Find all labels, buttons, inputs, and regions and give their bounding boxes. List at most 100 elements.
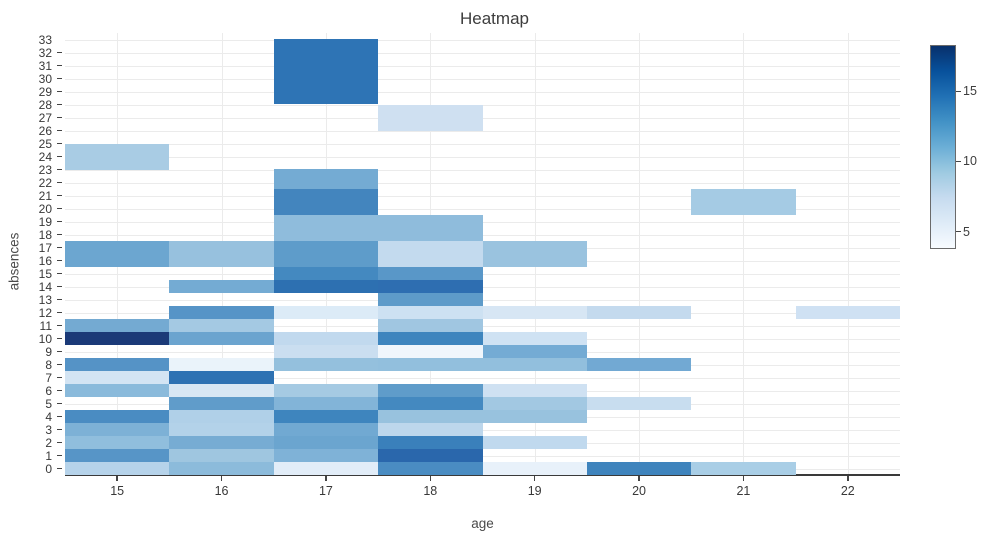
heatmap-cell bbox=[169, 436, 274, 449]
y-tick-label: 28 bbox=[38, 97, 52, 112]
heatmap-cell bbox=[273, 189, 379, 215]
heatmap-cell bbox=[482, 397, 587, 410]
y-tick-label: 30 bbox=[38, 71, 52, 86]
y-tick-label: 8 bbox=[45, 357, 52, 372]
y-tick-mark bbox=[57, 389, 62, 392]
h-gridline bbox=[65, 117, 900, 119]
y-tick-label: 21 bbox=[38, 188, 52, 203]
h-gridline bbox=[65, 221, 900, 223]
h-gridline bbox=[65, 182, 900, 184]
y-tick-label: 32 bbox=[38, 45, 52, 60]
x-tick-label: 17 bbox=[318, 484, 333, 498]
heatmap-cell bbox=[169, 358, 274, 371]
y-tick-mark bbox=[57, 376, 62, 379]
y-tick-label: 11 bbox=[39, 318, 52, 333]
heatmap-cell bbox=[273, 397, 379, 410]
v-gridline bbox=[639, 33, 641, 475]
y-tick-label: 22 bbox=[38, 175, 52, 190]
y-tick-label: 25 bbox=[38, 136, 52, 151]
x-tick-mark bbox=[220, 475, 223, 481]
h-gridline bbox=[65, 195, 900, 197]
x-tick-label: 16 bbox=[214, 484, 229, 498]
y-tick-mark bbox=[57, 402, 62, 405]
x-tick-mark bbox=[847, 475, 849, 481]
h-gridline bbox=[65, 65, 900, 67]
v-gridline bbox=[847, 33, 849, 475]
colorbar-tick-label: 5 bbox=[963, 224, 970, 239]
heatmap-cell bbox=[65, 143, 170, 170]
y-tick-mark bbox=[57, 90, 62, 93]
heatmap-cell bbox=[586, 397, 692, 410]
heatmap-cell bbox=[65, 410, 170, 423]
heatmap-cell bbox=[273, 410, 379, 423]
heatmap-cell bbox=[273, 384, 379, 397]
y-tick-mark bbox=[57, 207, 62, 210]
y-tick-label: 20 bbox=[38, 201, 52, 216]
x-tick-label: 15 bbox=[110, 484, 125, 498]
y-tick-mark bbox=[57, 311, 62, 314]
heatmap-cell bbox=[65, 241, 170, 267]
h-gridline bbox=[65, 208, 900, 210]
y-tick-label: 10 bbox=[38, 331, 52, 346]
y-tick-mark bbox=[57, 285, 62, 288]
heatmap-cell bbox=[795, 306, 900, 319]
y-tick-label: 12 bbox=[38, 305, 52, 320]
heatmap-cell bbox=[65, 332, 170, 345]
y-tick-label: 2 bbox=[45, 435, 52, 450]
heatmap-cell bbox=[273, 462, 379, 475]
h-gridline bbox=[65, 429, 900, 431]
heatmap-cell bbox=[482, 345, 587, 358]
heatmap-cell bbox=[65, 371, 170, 384]
y-tick-label: 14 bbox=[38, 279, 52, 294]
x-tick-mark bbox=[533, 475, 536, 481]
y-tick-label: 29 bbox=[38, 84, 52, 99]
y-tick-label: 5 bbox=[45, 396, 52, 411]
heatmap-cell bbox=[273, 280, 379, 293]
plot-area bbox=[65, 33, 900, 476]
x-tick-label: 18 bbox=[423, 484, 438, 498]
heatmap-cell bbox=[482, 241, 587, 267]
h-gridline bbox=[65, 39, 900, 41]
heatmap-cell bbox=[482, 332, 587, 345]
heatmap-cell bbox=[691, 189, 796, 215]
y-tick-mark bbox=[57, 220, 62, 223]
y-tick-mark bbox=[57, 363, 62, 366]
y-tick-label: 4 bbox=[45, 409, 52, 424]
h-gridline bbox=[65, 234, 900, 236]
x-tick-label: 19 bbox=[527, 484, 542, 498]
heatmap-cell bbox=[169, 306, 274, 319]
chart-title: Heatmap bbox=[460, 9, 529, 28]
y-tick-mark bbox=[57, 155, 62, 158]
y-tick-mark bbox=[57, 467, 62, 470]
y-tick-label: 1 bbox=[45, 448, 52, 463]
y-tick-mark bbox=[57, 51, 62, 54]
heatmap-cell bbox=[273, 345, 379, 358]
heatmap-cell bbox=[378, 436, 483, 449]
heatmap-cell bbox=[169, 423, 274, 436]
heatmap-cell bbox=[378, 267, 483, 280]
y-tick-mark bbox=[57, 168, 62, 171]
heatmap-cell bbox=[273, 332, 379, 345]
heatmap-cell bbox=[691, 462, 796, 475]
y-tick-mark bbox=[57, 142, 62, 145]
heatmap-cell bbox=[378, 384, 483, 397]
h-gridline bbox=[65, 91, 900, 93]
y-tick-mark bbox=[57, 454, 62, 457]
y-tick-mark bbox=[57, 77, 62, 80]
heatmap-cell bbox=[378, 241, 483, 267]
y-tick-label: 0 bbox=[45, 461, 52, 476]
y-tick-label: 31 bbox=[38, 58, 52, 73]
heatmap-cell bbox=[378, 449, 483, 462]
heatmap-cell bbox=[273, 267, 379, 280]
y-tick-mark bbox=[57, 337, 62, 340]
colorbar-tick-mark bbox=[956, 230, 961, 233]
y-tick-mark bbox=[57, 259, 62, 262]
h-gridline bbox=[65, 130, 900, 132]
x-tick-label: 22 bbox=[840, 484, 855, 498]
heatmap-cell bbox=[65, 423, 170, 436]
heatmap-cell bbox=[378, 397, 483, 410]
y-tick-label: 16 bbox=[38, 253, 52, 268]
heatmap-cell bbox=[586, 358, 692, 371]
heatmap-cell bbox=[586, 462, 692, 475]
heatmap-cell bbox=[65, 384, 170, 397]
